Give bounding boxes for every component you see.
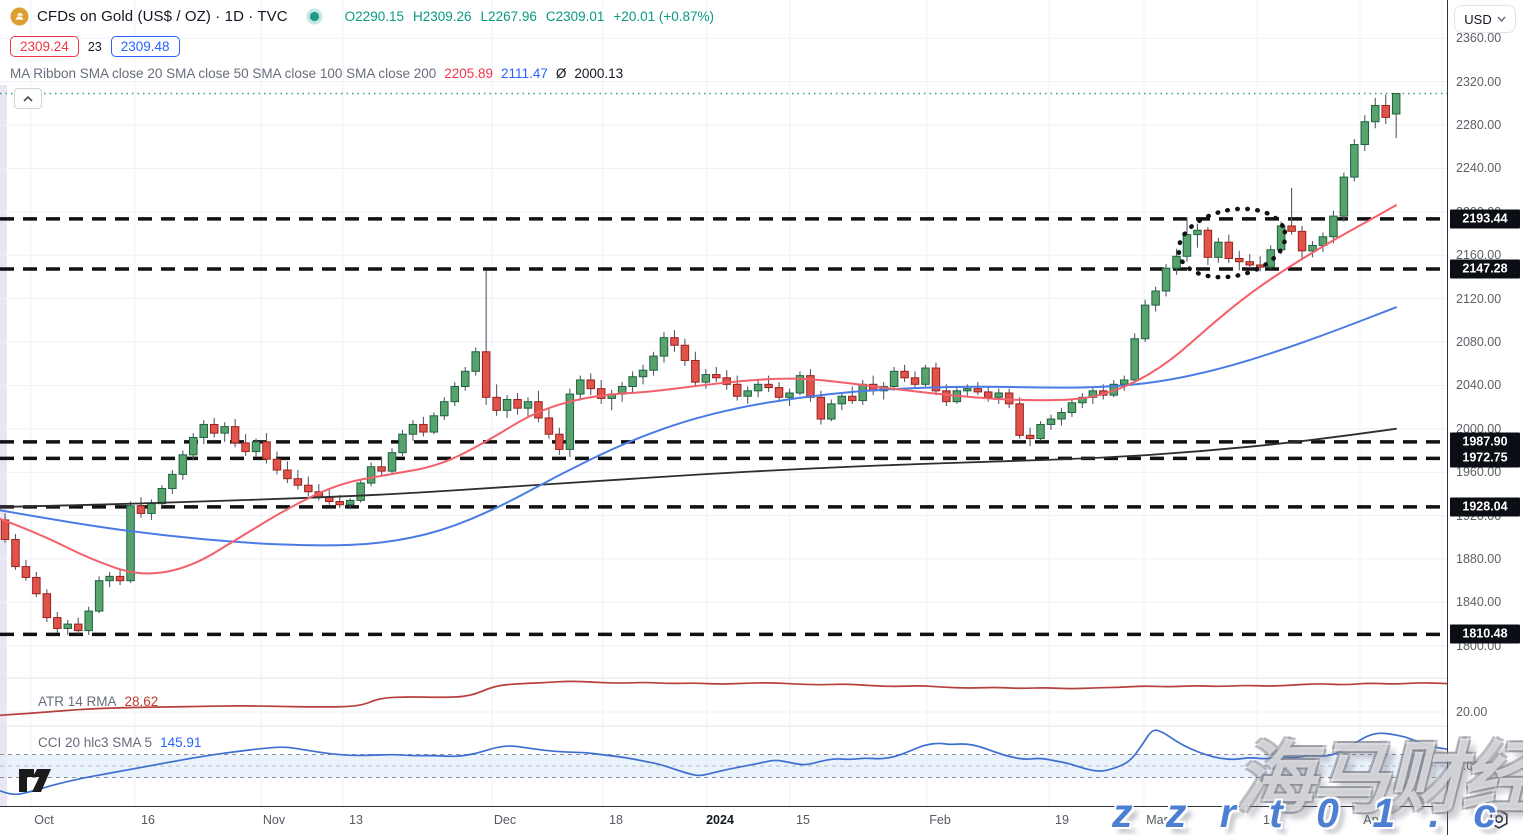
market-status-icon[interactable]: [306, 8, 323, 25]
time-tick-label: 2024: [706, 813, 734, 827]
currency-value: USD: [1464, 11, 1492, 27]
price-tick-label: 2000.00: [1456, 421, 1502, 436]
time-tick-label: Dec: [493, 813, 517, 827]
cci-tick-label: 0.00: [1456, 759, 1481, 773]
ohlc-close: C2309.01: [545, 9, 605, 24]
price-level-badge: 1972.75: [1450, 448, 1520, 468]
price-level-badge: 1987.90: [1450, 432, 1520, 452]
time-tick-label: 13: [349, 813, 363, 827]
price-tick-label: 2120.00: [1456, 291, 1502, 306]
price-tick-label: 2040.00: [1456, 378, 1502, 393]
time-tick-label: Feb: [929, 813, 951, 827]
watermark-brand: 海马财经: [1236, 734, 1523, 822]
watermark-url: z z r t 0 1 . c n: [1112, 790, 1523, 835]
ma-ribbon-avg-value: 2000.13: [574, 66, 624, 81]
quote-row: 2309.24 23 2309.48: [10, 36, 180, 57]
symbol-legend[interactable]: CFDs on Gold (US$ / OZ) · 1D · TVC O2290…: [10, 7, 714, 26]
atr-legend[interactable]: ATR 14 RMA 28.62: [38, 694, 158, 709]
price-tick-label: 1960.00: [1456, 465, 1502, 480]
price-tick-label: 2360.00: [1456, 31, 1502, 46]
ma-ribbon-legend[interactable]: MA Ribbon SMA close 20 SMA close 50 SMA …: [10, 66, 623, 81]
time-tick-label: 19: [1055, 813, 1069, 827]
ma-ribbon-sma20-value: 2205.89: [444, 66, 494, 81]
tradingview-logo[interactable]: [18, 766, 60, 799]
chevron-up-icon: [23, 95, 33, 102]
ma-ribbon-avg-prefix: Ø: [555, 66, 567, 81]
price-tick-label: 2240.00: [1456, 161, 1502, 176]
price-tick-label: 1840.00: [1456, 595, 1502, 610]
price-tick-label: 1880.00: [1456, 552, 1502, 566]
gold-coin-icon: [10, 7, 29, 26]
currency-dropdown[interactable]: USD: [1454, 5, 1516, 33]
left-edge-strip: [0, 85, 7, 806]
ma-ribbon-label: MA Ribbon SMA close 20 SMA close 50 SMA …: [10, 66, 437, 81]
ohlc-high: H2309.26: [412, 9, 472, 24]
cci-label: CCI 20 hlc3 SMA 5: [38, 735, 153, 750]
bid-button[interactable]: 2309.24: [10, 36, 79, 57]
price-axis[interactable]: 2360.002320.002280.002240.002200.002160.…: [1447, 0, 1523, 835]
gear-icon[interactable]: [1488, 808, 1510, 835]
time-tick-label: Mar: [1146, 813, 1168, 827]
price-level-badge: 1810.48: [1450, 624, 1520, 644]
time-tick-label: 16: [141, 813, 155, 827]
time-axis[interactable]: Oct16Nov13Dec18202415Feb19Mar18Apr15: [0, 806, 1523, 835]
price-level-badge: 1928.04: [1450, 497, 1520, 517]
ohlc-low: L2267.96: [480, 9, 537, 24]
atr-tick-label: 20.00: [1456, 705, 1488, 719]
ohlc-change: +20.01 (+0.87%): [613, 9, 714, 24]
price-tick-label: 2320.00: [1456, 74, 1502, 89]
time-tick-label: Nov: [262, 813, 286, 827]
time-tick-label: 15: [796, 813, 810, 827]
cci-legend[interactable]: CCI 20 hlc3 SMA 5 145.91: [38, 735, 201, 750]
ask-button[interactable]: 2309.48: [110, 36, 180, 57]
time-tick-label: 18: [609, 813, 623, 827]
symbol-title[interactable]: CFDs on Gold (US$ / OZ) · 1D · TVC: [37, 8, 288, 25]
price-tick-label: 2080.00: [1456, 335, 1502, 349]
spread-value: 23: [87, 39, 102, 54]
price-level-badge: 2147.28: [1450, 259, 1520, 279]
time-tick-label: Apr: [1363, 813, 1383, 827]
price-tick-label: 2280.00: [1456, 118, 1502, 132]
chevron-down-icon: [1497, 16, 1506, 22]
time-tick-label: 18: [1263, 813, 1277, 827]
atr-label: ATR 14 RMA: [38, 694, 117, 709]
collapse-legend-button[interactable]: [14, 88, 42, 109]
price-tick-label: 2160.00: [1456, 248, 1502, 263]
cci-value: 145.91: [160, 735, 202, 750]
ma-ribbon-sma50-value: 2111.47: [501, 66, 548, 81]
ohlc-open: O2290.15: [344, 9, 404, 24]
atr-value: 28.62: [124, 694, 159, 709]
time-tick-label: Oct: [34, 813, 54, 827]
price-level-badge: 2193.44: [1450, 209, 1520, 229]
